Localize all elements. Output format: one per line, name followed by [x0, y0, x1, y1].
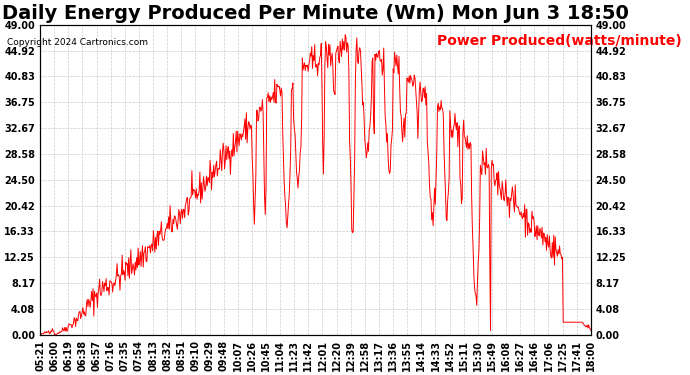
- Title: Daily Energy Produced Per Minute (Wm) Mon Jun 3 18:50: Daily Energy Produced Per Minute (Wm) Mo…: [2, 4, 629, 23]
- Text: Power Produced(watts/minute): Power Produced(watts/minute): [437, 34, 681, 48]
- Text: Copyright 2024 Cartronics.com: Copyright 2024 Cartronics.com: [7, 38, 148, 47]
